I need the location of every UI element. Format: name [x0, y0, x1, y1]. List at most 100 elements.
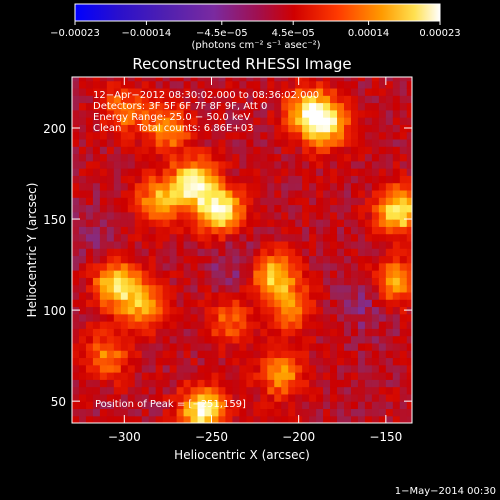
- colorbar-units-label: (photons cm⁻² s⁻¹ asec⁻²): [191, 40, 320, 51]
- heatmap-cell: [330, 211, 338, 220]
- heatmap-cell: [148, 240, 157, 249]
- heatmap-cell: [204, 219, 213, 227]
- heatmap-cell: [120, 168, 129, 176]
- heatmap-cell: [288, 153, 296, 162]
- heatmap-cell: [330, 277, 338, 286]
- heatmap-cell: [253, 211, 261, 220]
- heatmap-cell: [371, 306, 380, 315]
- heatmap-cell: [169, 277, 178, 286]
- heatmap-cell: [246, 342, 254, 351]
- heatmap-cell: [330, 357, 338, 366]
- heatmap-cell: [113, 342, 122, 351]
- heatmap-cell: [99, 277, 108, 286]
- heatmap-cell: [141, 350, 150, 359]
- heatmap-cell: [344, 335, 352, 344]
- heatmap-cell: [253, 189, 261, 198]
- heatmap-cell: [218, 117, 227, 125]
- heatmap-cell: [344, 219, 352, 227]
- heatmap-cell: [92, 291, 101, 300]
- heatmap-cell: [169, 350, 178, 359]
- heatmap-cell: [260, 204, 268, 213]
- heatmap-cell: [337, 124, 345, 133]
- heatmap-cell: [239, 204, 247, 213]
- heatmap-cell: [246, 146, 254, 155]
- heatmap-cell: [92, 117, 101, 125]
- colorbar-tick-label: 4.5e−05: [272, 28, 315, 39]
- heatmap-cell: [316, 270, 324, 278]
- heatmap-cell: [323, 342, 331, 351]
- heatmap-cell: [232, 335, 240, 344]
- heatmap-cell: [204, 357, 213, 366]
- heatmap-cell: [190, 233, 199, 242]
- heatmap-cell: [113, 211, 122, 220]
- heatmap-cell: [364, 313, 373, 322]
- heatmap-cell: [337, 415, 345, 423]
- heatmap-cell: [392, 95, 401, 104]
- heatmap-cell: [72, 379, 80, 388]
- heatmap-cell: [232, 386, 240, 395]
- heatmap-cell: [120, 204, 129, 213]
- heatmap-cell: [364, 197, 373, 206]
- heatmap-cell: [183, 255, 192, 264]
- heatmap-cell: [120, 95, 129, 104]
- heatmap-cell: [72, 226, 80, 235]
- heatmap-cell: [141, 160, 150, 169]
- heatmap-cell: [295, 131, 303, 140]
- heatmap-cell: [385, 357, 394, 366]
- heatmap-cell: [316, 299, 324, 308]
- heatmap-cell: [378, 306, 387, 315]
- heatmap-cell: [239, 342, 247, 351]
- heatmap-cell: [197, 80, 206, 89]
- heatmap-cell: [260, 379, 268, 388]
- heatmap-cell: [253, 255, 261, 264]
- heatmap-cell: [260, 415, 268, 423]
- heatmap-cell: [302, 364, 310, 373]
- heatmap-cell: [392, 248, 401, 257]
- heatmap-cell: [281, 291, 289, 300]
- heatmap-cell: [371, 364, 380, 373]
- heatmap-cell: [371, 248, 380, 257]
- heatmap-cell: [406, 357, 412, 366]
- heatmap-cell: [120, 131, 129, 140]
- y-tick-label: 50: [51, 395, 66, 409]
- heatmap-cell: [85, 80, 94, 89]
- heatmap-cell: [371, 342, 380, 351]
- heatmap-cell: [204, 262, 213, 271]
- heatmap-cell: [155, 109, 164, 118]
- heatmap-cell: [330, 204, 338, 213]
- heatmap-cell: [190, 189, 199, 198]
- heatmap-cell: [218, 291, 227, 300]
- heatmap-cell: [337, 219, 345, 227]
- heatmap-cell: [211, 117, 220, 125]
- heatmap-cell: [260, 109, 268, 118]
- heatmap-cell: [246, 255, 254, 264]
- heatmap-cell: [99, 240, 108, 249]
- heatmap-cell: [78, 160, 87, 169]
- heatmap-cell: [246, 364, 254, 373]
- heatmap-cell: [288, 95, 296, 104]
- heatmap-cell: [281, 262, 289, 271]
- heatmap-cell: [106, 211, 115, 220]
- heatmap-cell: [253, 102, 261, 111]
- heatmap-cell: [302, 350, 310, 359]
- heatmap-cell: [309, 211, 317, 220]
- heatmap-cell: [392, 364, 401, 373]
- heatmap-cell: [211, 226, 220, 235]
- heatmap-cell: [316, 415, 324, 423]
- heatmap-cell: [92, 211, 101, 220]
- heatmap-cell: [92, 233, 101, 242]
- heatmap-cell: [141, 240, 150, 249]
- heatmap-cell: [392, 197, 401, 206]
- heatmap-cell: [267, 219, 275, 227]
- heatmap-cell: [295, 255, 303, 264]
- heatmap-cell: [406, 277, 412, 286]
- heatmap-cell: [344, 313, 352, 322]
- heatmap-cell: [113, 146, 122, 155]
- heatmap-cell: [85, 350, 94, 359]
- heatmap-cell: [127, 306, 136, 315]
- heatmap-cell: [141, 408, 150, 417]
- heatmap-cell: [239, 138, 247, 147]
- heatmap-cell: [232, 393, 240, 402]
- heatmap-cell: [113, 175, 122, 184]
- heatmap-cell: [78, 255, 87, 264]
